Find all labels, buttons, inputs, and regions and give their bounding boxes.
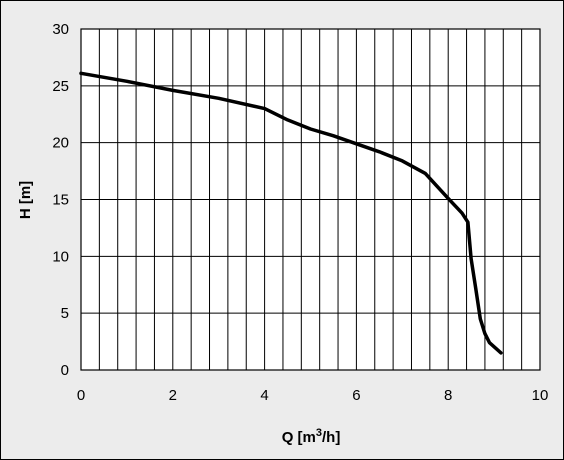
grid: [81, 29, 540, 370]
x-axis-title: Q [m3/h]: [282, 427, 341, 446]
y-tick-label: 20: [52, 135, 69, 152]
x-tick-label: 10: [532, 387, 549, 404]
y-tick-label: 5: [61, 305, 69, 322]
x-tick-label: 8: [444, 387, 452, 404]
x-tick-label: 0: [77, 387, 85, 404]
y-tick-label: 10: [52, 248, 69, 265]
y-tick-label: 0: [61, 362, 69, 379]
series-line: [79, 71, 503, 355]
x-tick-label: 4: [260, 387, 268, 404]
y-tick-label: 30: [52, 21, 69, 38]
tick-labels: 0 2 4 6 8 10 0 5 10 15 20 25 30: [52, 21, 548, 404]
y-axis-title: H [m]: [17, 181, 34, 219]
y-tick-label: 15: [52, 192, 69, 209]
plot-border: [80, 28, 541, 371]
y-tick-label: 25: [52, 78, 69, 95]
x-tick-label: 6: [352, 387, 360, 404]
x-tick-label: 2: [169, 387, 177, 404]
